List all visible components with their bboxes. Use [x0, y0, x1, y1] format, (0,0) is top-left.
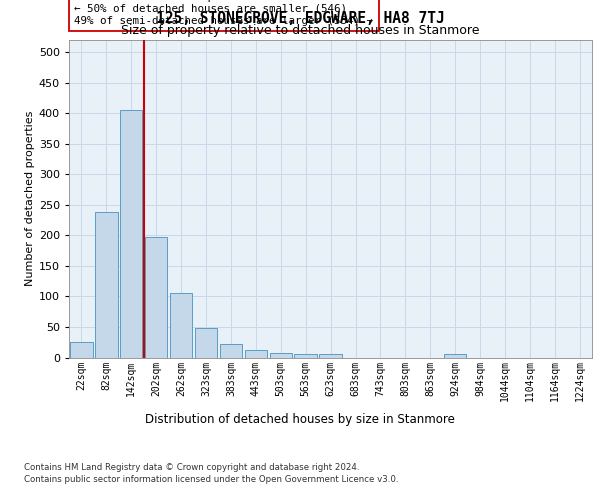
Bar — [70, 342, 92, 357]
Bar — [319, 354, 342, 358]
Bar — [245, 350, 267, 358]
Bar — [170, 294, 193, 358]
Text: Size of property relative to detached houses in Stanmore: Size of property relative to detached ho… — [121, 24, 479, 37]
Text: 125 STONEGROVE: 183sqm
← 50% of detached houses are smaller (546)
49% of semi-de: 125 STONEGROVE: 183sqm ← 50% of detached… — [74, 0, 373, 26]
Text: 125, STONEGROVE, EDGWARE, HA8 7TJ: 125, STONEGROVE, EDGWARE, HA8 7TJ — [155, 11, 445, 26]
Bar — [295, 354, 317, 358]
Y-axis label: Number of detached properties: Number of detached properties — [25, 111, 35, 286]
Bar — [120, 110, 142, 358]
Bar — [269, 353, 292, 358]
Bar — [444, 354, 466, 358]
Text: Distribution of detached houses by size in Stanmore: Distribution of detached houses by size … — [145, 412, 455, 426]
Text: Contains HM Land Registry data © Crown copyright and database right 2024.: Contains HM Land Registry data © Crown c… — [24, 462, 359, 471]
Text: Contains public sector information licensed under the Open Government Licence v3: Contains public sector information licen… — [24, 475, 398, 484]
Bar — [195, 328, 217, 358]
Bar — [145, 236, 167, 358]
Bar — [220, 344, 242, 358]
Bar — [95, 212, 118, 358]
